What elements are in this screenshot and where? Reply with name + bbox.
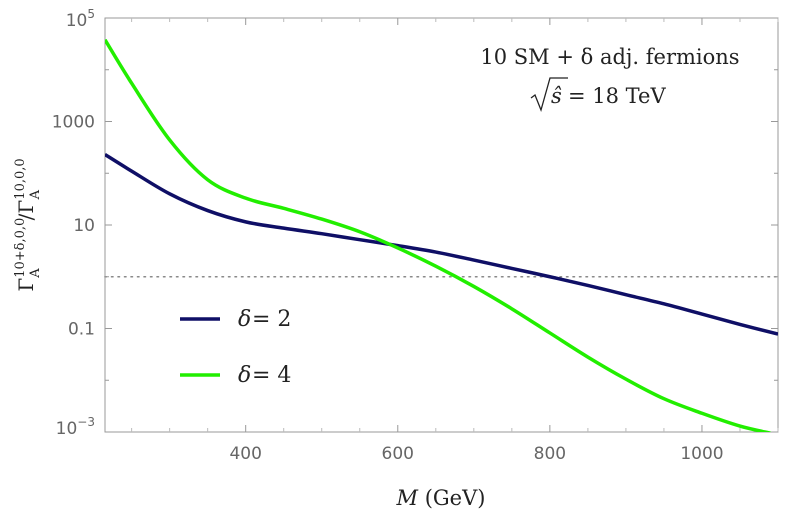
y-tick-label-2: 10 (73, 216, 95, 236)
legend-symbol-delta-2: δ (238, 307, 251, 332)
annotation-energy: = 18 TeV (568, 84, 666, 108)
y-tick-label-4: 105 (66, 7, 95, 31)
y-tick-label-0: 10−3 (56, 415, 95, 439)
annotation-line1: 10 SM + δ adj. fermions (480, 45, 739, 69)
legend-item-delta-4: δ = 4 (180, 363, 291, 388)
annotation-line2: ŝ = 18 TeV (530, 77, 666, 113)
annotation-sqrt-arg: ŝ (551, 84, 562, 108)
x-tick-label-400: 400 (229, 444, 261, 464)
plot-frame (104, 17, 779, 433)
y-tick-exp: 5 (87, 7, 95, 21)
x-axis-label-unit: (GeV) (418, 486, 485, 510)
sqrt-sign (530, 77, 568, 113)
legend-eq-delta-4: = 4 (252, 363, 291, 388)
legend-eq-delta-2: = 2 (252, 307, 291, 332)
y-tick-label-1: 0.1 (68, 320, 95, 340)
y-tick-base: 10 (56, 419, 78, 439)
y-tick-base: 10 (66, 11, 88, 31)
series-line-delta-2 (105, 153, 778, 336)
x-axis-label: M (GeV) (396, 486, 486, 510)
x-tick-label-1000: 1000 (680, 444, 723, 464)
x-ticks: 400 600 800 1000 (131, 18, 779, 464)
y-tick-exp: −3 (77, 415, 95, 429)
legend: δ = 2 δ = 4 (180, 307, 291, 388)
svg-text:M (GeV): M (GeV) (396, 486, 486, 510)
series-line-delta-4 (105, 38, 771, 432)
y-axis-label: Γ10+δ,0,0A/Γ10,0,0A (13, 158, 43, 291)
y-tick-label-3: 1000 (52, 113, 95, 133)
x-axis-label-var: M (396, 486, 419, 510)
legend-symbol-delta-4: δ (238, 363, 251, 388)
x-tick-label-800: 800 (534, 444, 566, 464)
series-lines (105, 38, 778, 432)
svg-text:Γ10+δ,0,0A/Γ10,0,0A: Γ10+δ,0,0A/Γ10,0,0A (13, 158, 43, 291)
legend-item-delta-2: δ = 2 (180, 307, 291, 332)
x-tick-label-600: 600 (382, 444, 414, 464)
